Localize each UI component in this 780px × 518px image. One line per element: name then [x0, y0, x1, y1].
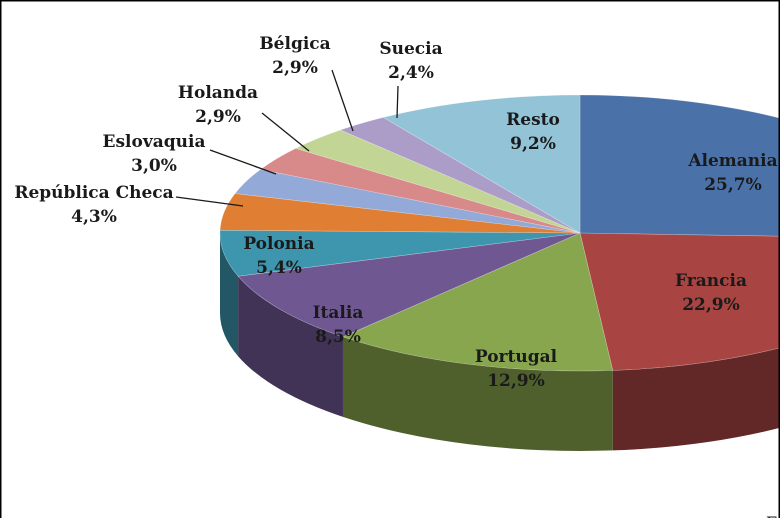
slice-value-italia: 8,5% [315, 327, 361, 347]
slice-label-holanda: Holanda [178, 83, 258, 103]
slice-polonia [219, 229, 581, 277]
slice-side-polonia [220, 233, 239, 357]
leader-line-suecia [396, 85, 399, 119]
slice-value-suecia: 2,4% [388, 63, 434, 83]
slice-alemania [579, 94, 780, 237]
slice-label-suecia: Suecia [379, 39, 442, 59]
slice-label-belgica: Bélgica [259, 34, 330, 54]
slice-side-portugal [342, 336, 613, 451]
slice-republica-checa [219, 193, 581, 234]
slice-value-eslovaquia: 3,0% [131, 156, 177, 176]
slice-value-resto: 9,2% [510, 134, 556, 154]
slice-label-resto: Resto [506, 110, 560, 130]
pie-tops [219, 94, 780, 372]
slice-side-italia [238, 276, 343, 417]
slice-label-italia: Italia [313, 303, 364, 323]
slice-value-polonia: 5,4% [256, 258, 302, 278]
slice-resto [382, 94, 581, 234]
leader-line-belgica [331, 69, 354, 132]
pie-sides [220, 233, 780, 451]
slice-italia [237, 232, 581, 338]
slice-value-francia: 22,9% [682, 295, 740, 315]
slice-value-republica-checa: 4,3% [71, 207, 117, 227]
corner-text: F [766, 513, 777, 518]
slice-value-holanda: 2,9% [195, 107, 241, 127]
slice-label-eslovaquia: Eslovaquia [103, 132, 206, 152]
slice-label-republica-checa: República Checa [14, 183, 173, 203]
slice-label-alemania: Alemania [687, 151, 777, 171]
leader-line-holanda [261, 112, 310, 152]
slice-francia [579, 232, 780, 371]
leader-line-republica-checa [175, 196, 244, 207]
slice-side-francia [612, 347, 780, 451]
slice-value-portugal: 12,9% [487, 371, 545, 391]
leader-lines [175, 69, 399, 207]
leader-line-eslovaquia [209, 149, 277, 175]
slice-suecia [339, 117, 581, 234]
slice-label-portugal: Portugal [475, 347, 558, 367]
slice-labels: Alemania 25,7% Francia 22,9% Portugal 12,9% It… [14, 34, 777, 391]
slice-label-polonia: Polonia [243, 234, 314, 254]
slice-value-alemania: 25,7% [704, 175, 762, 195]
slice-label-francia: Francia [675, 271, 747, 291]
slice-belgica [294, 129, 581, 234]
slice-value-belgica: 2,9% [272, 58, 318, 78]
slice-portugal [342, 232, 614, 372]
slice-eslovaquia [234, 169, 581, 234]
slice-holanda [259, 147, 581, 234]
